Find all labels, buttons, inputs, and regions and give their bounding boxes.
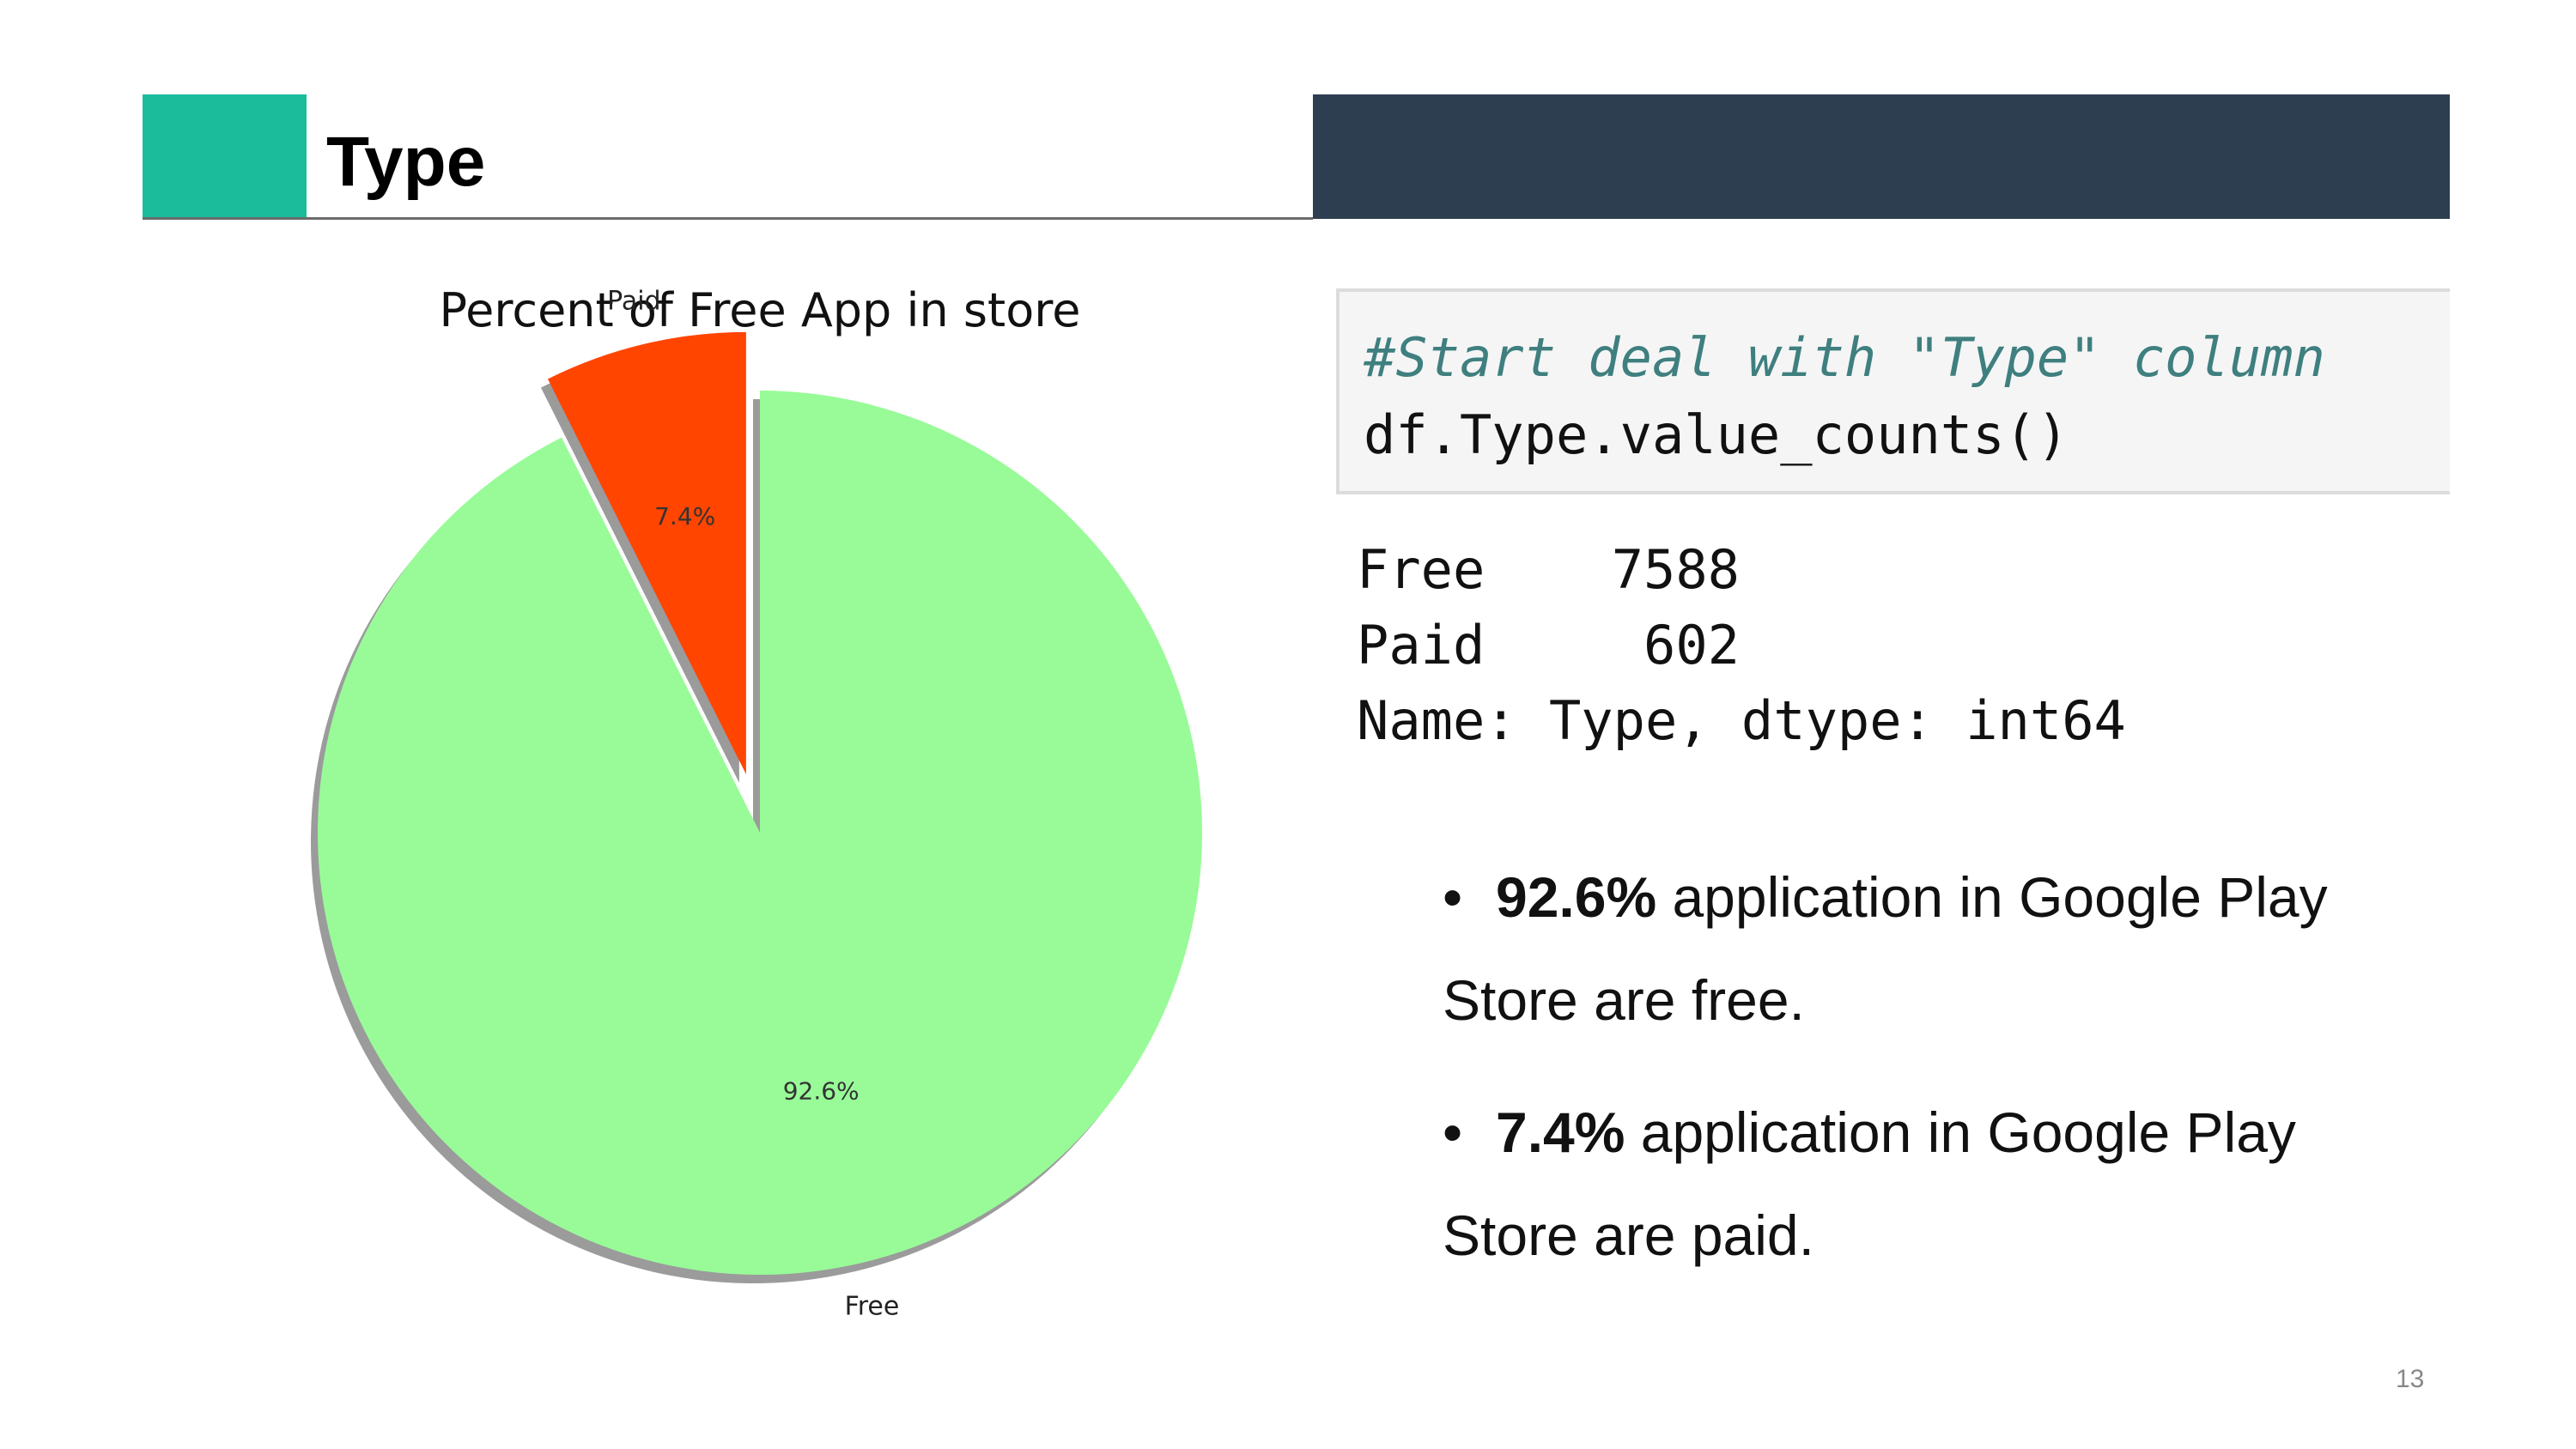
output-row-paid: Paid 602: [1357, 608, 2126, 683]
pie-slice-paid: [547, 331, 746, 774]
title-accent-block: [143, 94, 307, 219]
bullet-item-free: • 92.6% application in Google Play Store …: [1443, 846, 2439, 1052]
output-value: 7588: [1611, 538, 1740, 601]
bullet-item-paid: • 7.4% application in Google Play Store a…: [1443, 1081, 2439, 1287]
code-line: df.Type.value_counts(): [1364, 403, 2069, 466]
bullet-text: application in Google Play Store are pai…: [1443, 1100, 2296, 1267]
bullet-highlight: 7.4%: [1496, 1100, 1625, 1164]
code-cell: #Start deal with "Type" column df.Type.v…: [1336, 288, 2450, 494]
title-underline: [143, 217, 1313, 220]
chart-title: Percent of Free App in store: [440, 283, 1081, 337]
header-dark-bar: [1313, 94, 2450, 219]
pie-chart-svg: Percent of Free App in store 92.6% Free 7.4…: [310, 283, 1202, 1321]
pie-category-label: Paid: [607, 287, 661, 317]
slide-title: Type: [326, 123, 486, 201]
pie-chart: Percent of Free App in store 92.6% Free 7.4…: [258, 275, 1288, 1331]
pie-pct-label: 7.4%: [654, 502, 715, 530]
pie-pct-label: 92.6%: [783, 1077, 860, 1106]
code-output: Free 7588 Paid 602 Name: Type, dtype: int6…: [1357, 532, 2126, 759]
bullet-highlight: 92.6%: [1496, 865, 1657, 929]
bullet-dot-icon: •: [1443, 1100, 1463, 1164]
pie-category-label: Free: [845, 1291, 900, 1321]
page-number: 13: [2396, 1365, 2425, 1393]
code-comment: #Start deal with "Type" column: [1364, 326, 2325, 389]
bullet-dot-icon: •: [1443, 865, 1463, 929]
bullet-text: application in Google Play Store are fre…: [1443, 865, 2328, 1032]
output-row-free: Free 7588: [1357, 532, 2126, 608]
output-footer: Name: Type, dtype: int64: [1357, 689, 2126, 752]
output-key: Free: [1357, 538, 1485, 601]
output-value: 602: [1643, 614, 1740, 676]
output-key: Paid: [1357, 614, 1485, 676]
bullet-list: • 92.6% application in Google Play Store …: [1443, 846, 2439, 1316]
pie-slice-free: [317, 391, 1202, 1275]
